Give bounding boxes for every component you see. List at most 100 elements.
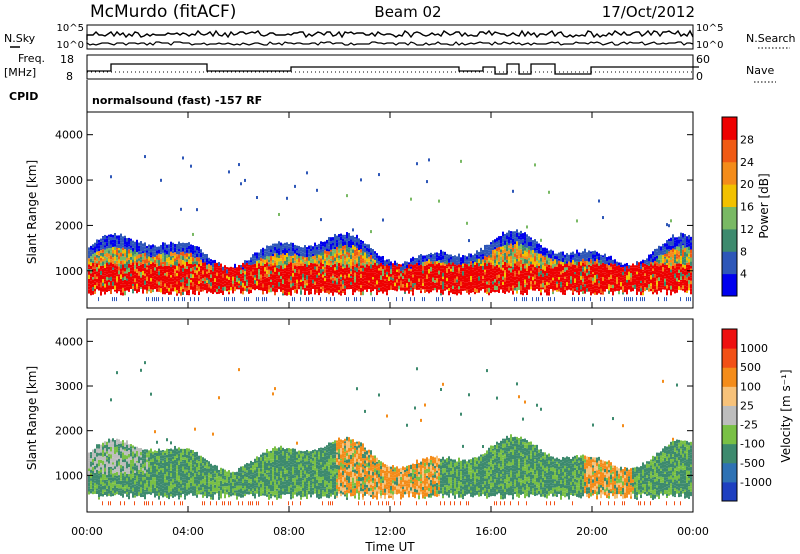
data-cell: [656, 289, 658, 292]
data-cell: [252, 280, 254, 285]
data-cell: [676, 285, 678, 290]
data-cell: [582, 251, 584, 255]
data-cell: [106, 457, 108, 460]
data-cell: [220, 263, 222, 268]
data-cell: [384, 273, 386, 277]
data-cell: [208, 277, 210, 280]
data-cell: [618, 282, 620, 286]
data-cell: [346, 267, 348, 271]
data-cell: [298, 256, 300, 258]
data-cell: [92, 258, 94, 261]
data-cell: [104, 491, 106, 496]
data-cell: [102, 476, 104, 481]
data-cell: [284, 252, 286, 255]
data-cell: [354, 276, 356, 279]
data-cell: [548, 250, 550, 254]
data-cell: [508, 267, 510, 271]
data-cell: [534, 274, 536, 279]
data-cell: [452, 288, 454, 292]
data-cell: [452, 269, 454, 272]
data-cell: [254, 258, 256, 261]
data-cell: [258, 263, 260, 267]
data-cell: [152, 256, 154, 259]
data-cell: [434, 282, 436, 285]
data-cell: [280, 252, 282, 255]
data-cell: [634, 278, 636, 283]
data-cell: [386, 292, 388, 296]
data-cell: [306, 285, 308, 289]
data-cell: [176, 259, 178, 262]
data-cell: [354, 239, 356, 243]
data-cell: [330, 288, 332, 293]
data-cell: [176, 278, 178, 282]
data-cell: [132, 278, 134, 282]
data-cell: [512, 242, 514, 246]
data-cell: [406, 269, 408, 273]
data-cell: [232, 274, 234, 277]
data-cell: [506, 255, 508, 260]
data-cell: [560, 255, 562, 259]
data-cell: [118, 459, 120, 462]
data-cell: [528, 257, 530, 261]
data-cell: [184, 243, 186, 248]
data-cell: [330, 247, 332, 250]
data-cell: [656, 285, 658, 290]
data-cell: [410, 275, 412, 278]
data-cell: [428, 257, 430, 260]
data-cell: [288, 243, 290, 247]
data-cell: [534, 242, 536, 247]
data-cell: [148, 501, 149, 506]
data-cell: [386, 277, 388, 280]
data-cell: [146, 459, 148, 463]
data-cell: [502, 259, 504, 263]
data-cell: [688, 283, 690, 288]
data-cell: [674, 289, 676, 292]
data-cell: [518, 235, 520, 240]
data-cell: [494, 239, 496, 243]
colorbar-tick-label: 16: [740, 201, 754, 214]
data-cell: [124, 476, 126, 481]
data-cell: [140, 277, 142, 281]
data-cell: [458, 284, 460, 287]
data-cell: [346, 241, 348, 246]
data-cell: [118, 488, 120, 491]
data-cell: [120, 246, 122, 249]
data-cell: [304, 280, 306, 285]
data-cell: [482, 297, 483, 302]
data-cell: [378, 274, 380, 277]
data-cell: [386, 281, 388, 284]
data-cell: [558, 277, 560, 280]
data-cell: [266, 248, 268, 252]
data-cell: [536, 260, 538, 264]
data-cell: [284, 273, 286, 278]
data-cell: [482, 269, 484, 273]
data-cell: [664, 256, 666, 259]
data-cell: [184, 255, 186, 259]
data-cell: [556, 277, 558, 282]
data-cell: [502, 231, 504, 237]
data-cell: [422, 259, 424, 262]
data-cell: [448, 281, 450, 284]
cpid-label: CPID: [9, 90, 38, 103]
data-cell: [498, 288, 500, 293]
data-cell: [186, 266, 188, 269]
data-cell: [662, 250, 664, 253]
data-cell: [624, 271, 626, 275]
data-cell: [488, 266, 490, 270]
data-cell: [136, 456, 138, 461]
data-cell: [324, 246, 326, 251]
data-cell: [594, 254, 596, 258]
data-cell: [500, 239, 502, 244]
data-cell: [312, 249, 314, 254]
data-cell: [526, 297, 527, 302]
data-cell: [590, 270, 592, 275]
data-cell: [314, 246, 316, 249]
data-cell: [680, 236, 682, 240]
data-cell: [614, 275, 616, 280]
data-cell: [396, 269, 398, 273]
data-cell: [430, 263, 432, 267]
data-cell: [250, 283, 252, 288]
data-cell: [164, 246, 166, 250]
data-cell: [442, 297, 443, 302]
data-cell: [394, 274, 396, 277]
